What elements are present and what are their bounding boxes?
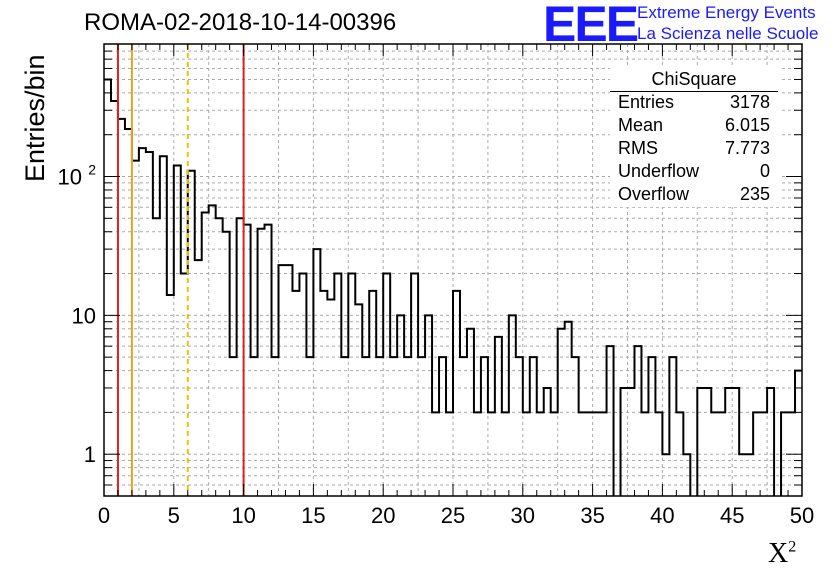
stats-key: RMS — [618, 138, 658, 158]
x-tick-label: 0 — [98, 503, 110, 528]
y-tick-label: 1 — [84, 442, 96, 467]
stats-title: ChiSquare — [610, 69, 778, 92]
stats-row: RMS 7.773 — [618, 138, 770, 161]
logo-line-1: Extreme Energy Events — [637, 3, 816, 22]
y-tick-label: 10 — [72, 303, 96, 328]
stats-row: Entries 3178 — [618, 92, 770, 115]
y-tick-label: 10 — [58, 164, 82, 189]
reference-lines — [116, 44, 245, 496]
eee-logo: EEE — [543, 0, 639, 52]
x-axis-label: X2 — [768, 538, 796, 570]
x-tick-label: 35 — [580, 503, 604, 528]
stats-key: Overflow — [618, 184, 690, 204]
logo-line-2: La Scienza nelle Scuole — [637, 24, 819, 43]
y-tick-label-exponent: 2 — [88, 161, 96, 177]
histogram-outline — [104, 78, 802, 496]
x-axis-label-sup: 2 — [788, 538, 797, 556]
stats-row: Overflow 235 — [618, 184, 770, 207]
histogram-bars — [104, 78, 802, 496]
x-tick-label: 20 — [371, 503, 395, 528]
stats-value: 0 — [759, 161, 770, 181]
stats-value: 3178 — [729, 92, 770, 112]
stats-value: 6.015 — [724, 115, 770, 135]
stats-key: Entries — [618, 92, 675, 112]
stats-key: Mean — [618, 115, 664, 135]
stats-value: 7.773 — [724, 138, 770, 158]
x-tick-label: 30 — [511, 503, 535, 528]
x-tick-label: 15 — [301, 503, 325, 528]
stats-key: Underflow — [618, 161, 700, 181]
chart-title: ROMA-02-2018-10-14-00396 — [84, 9, 397, 36]
axes — [103, 43, 803, 497]
x-tick-label: 25 — [441, 503, 465, 528]
x-tick-label: 5 — [168, 503, 180, 528]
stats-row: Mean 6.015 — [618, 115, 770, 138]
x-tick-label: 50 — [790, 503, 814, 528]
x-tick-label: 10 — [231, 503, 255, 528]
y-axis-label: Entries/bin — [20, 54, 50, 182]
x-tick-label: 45 — [720, 503, 744, 528]
stats-value: 235 — [739, 184, 770, 204]
x-tick-label: 40 — [650, 503, 674, 528]
x-axis-label-base: X — [768, 538, 789, 569]
stats-box: ChiSquare Entries 3178 Mean 6.015 RMS 7.… — [610, 67, 780, 207]
stats-row: Underflow 0 — [618, 161, 770, 184]
tick-labels: 0 5 10 15 20 25 30 35 40 45 50 1 10 10 2 — [58, 161, 815, 528]
